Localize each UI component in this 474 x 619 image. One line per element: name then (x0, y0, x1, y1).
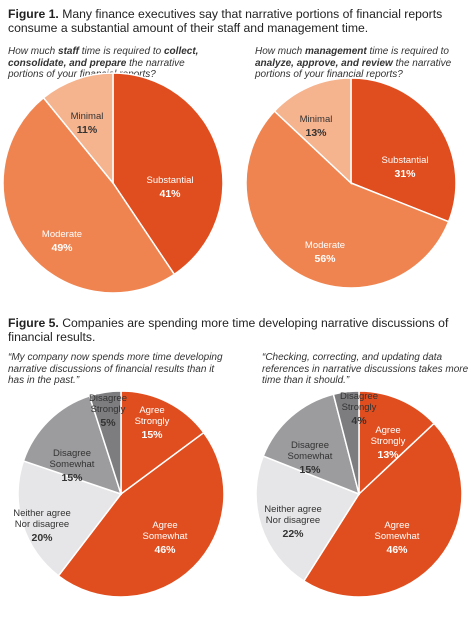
pie-slice-neither-agree-nor-disagree (17, 460, 123, 577)
pie-chart-4: Agree Strongly 13% Agree Somewhat 46% Neither … (255, 390, 463, 598)
slice-value-substantial: 41% (159, 188, 181, 200)
pie-slice-substantial (112, 72, 224, 276)
pie-slice-disagree-strongly (88, 390, 122, 495)
q1-emphasis: staff (58, 46, 79, 57)
slice-label-moderate: Moderate (305, 240, 345, 251)
slice-value-disagree-somewhat: 15% (299, 464, 321, 476)
slice-label-neither-agree-nor-disagree: Neither agree Nor disagree (264, 504, 322, 526)
slice-value-neither-agree-nor-disagree: 22% (282, 528, 304, 540)
pie-slice-agree-somewhat (302, 422, 463, 598)
slice-value-substantial: 31% (394, 168, 416, 180)
pie-slice-agree-strongly (358, 390, 436, 496)
q2-emphasis-2: analyze, approve, and review (255, 57, 393, 69)
slice-label-substantial: Substantial (146, 175, 193, 186)
slice-value-minimal: 11% (77, 124, 98, 136)
q2-mid: time is required to (366, 46, 449, 57)
slice-value-disagree-somewhat: 15% (61, 472, 83, 484)
question-checking-data: “Checking, correcting, and updating data… (262, 352, 472, 387)
pie-slice-disagree-somewhat (262, 393, 361, 496)
slice-value-agree-strongly: 13% (377, 449, 399, 461)
pie-chart-3: Agree Strongly 15% Agree Somewhat 46% Neither … (13, 390, 225, 598)
slice-value-disagree-strongly: 4% (351, 415, 367, 427)
pie-slice-neither-agree-nor-disagree (255, 455, 361, 583)
slice-label-neither-agree-nor-disagree: Neither agree Nor disagree (13, 508, 71, 530)
question-more-time: “My company now spends more time develop… (8, 352, 223, 387)
slice-label-disagree-strongly: Disagree Strongly (340, 391, 378, 413)
q1-post: the narrative portions of your financial… (8, 57, 185, 81)
q2-pre: How much (255, 46, 306, 57)
slice-label-minimal: Minimal (300, 114, 333, 125)
q2-post: the narrative portions of your financial… (255, 57, 452, 81)
q1-mid: time is required to (78, 46, 164, 57)
slice-value-moderate: 49% (51, 242, 73, 254)
slice-label-disagree-strongly: Disagree Strongly (89, 393, 127, 415)
slice-label-minimal: Minimal (71, 111, 104, 122)
slice-label-agree-strongly: Agree Strongly (135, 405, 170, 427)
pie-slice-minimal (42, 72, 114, 186)
pie-slice-moderate (245, 110, 450, 289)
slice-value-agree-somewhat: 46% (154, 544, 176, 556)
slice-label-substantial: Substantial (381, 155, 428, 166)
figure-1-title: Figure 1. Many finance executives say th… (8, 7, 468, 35)
slice-label-disagree-somewhat: Disagree Somewhat (50, 448, 95, 470)
q1-pre: How much (8, 46, 59, 57)
slice-value-disagree-strongly: 5% (100, 417, 116, 429)
slice-label-disagree-somewhat: Disagree Somewhat (288, 440, 333, 462)
question-staff-time: How much staff time is required to colle… (8, 46, 218, 81)
figure-1-caption: Many finance executives say that narrati… (8, 7, 443, 35)
figure-5-label: Figure 5. (8, 316, 59, 330)
slice-value-minimal: 13% (305, 127, 327, 139)
slice-value-agree-somewhat: 46% (386, 544, 408, 556)
pie-slice-disagree-strongly (332, 390, 360, 495)
slice-label-agree-strongly: Agree Strongly (371, 425, 406, 447)
q4-text: “Checking, correcting, and updating data… (262, 352, 469, 386)
q3-text: “My company now spends more time develop… (8, 352, 223, 386)
pie-slice-agree-somewhat (57, 431, 225, 598)
slice-value-agree-strongly: 15% (141, 429, 163, 441)
pie-slice-moderate (2, 96, 176, 294)
pie-slice-minimal (273, 77, 352, 185)
figure-5-title: Figure 5. Companies are spending more ti… (8, 316, 458, 344)
question-management-time: How much management time is required to … (255, 46, 467, 81)
pie-slice-substantial (350, 77, 457, 223)
slice-label-moderate: Moderate (42, 229, 82, 240)
q2-emphasis: management (305, 46, 367, 57)
q1-emphasis-2: collect, consolidate, and prepare (8, 46, 199, 69)
figure-5-caption: Companies are spending more time develop… (8, 316, 449, 344)
slice-value-neither-agree-nor-disagree: 20% (31, 532, 53, 544)
slice-value-moderate: 56% (314, 253, 336, 265)
figure-1-label: Figure 1. (8, 7, 59, 21)
pie-chart-2: Substantial 31% Moderate 56% Minimal 13% (245, 77, 457, 289)
pie-chart-1: Substantial 41% Moderate 49% Minimal 11% (2, 72, 224, 294)
slice-label-agree-somewhat: Agree Somewhat (143, 520, 188, 542)
slice-label-agree-somewhat: Agree Somewhat (375, 520, 420, 542)
pie-slice-agree-strongly (120, 390, 205, 496)
